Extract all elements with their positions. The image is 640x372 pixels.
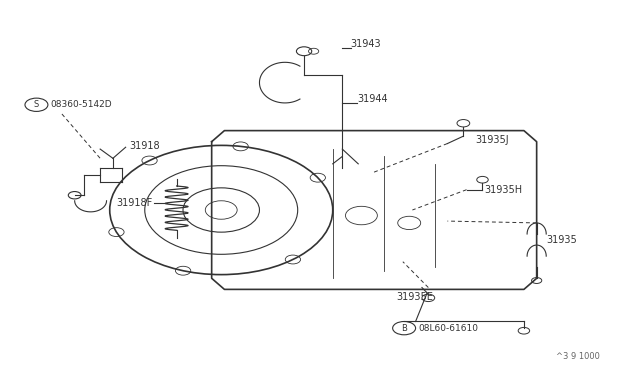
Text: 31944: 31944: [357, 94, 388, 104]
Text: 31943: 31943: [351, 39, 381, 49]
Circle shape: [25, 98, 48, 112]
Text: S: S: [34, 100, 39, 109]
Text: 31935: 31935: [546, 234, 577, 244]
Text: 31918F: 31918F: [116, 198, 152, 208]
Circle shape: [393, 321, 415, 335]
Text: 31935H: 31935H: [484, 185, 522, 195]
Text: 08360-5142D: 08360-5142D: [51, 100, 112, 109]
Text: 31918: 31918: [129, 141, 159, 151]
Text: 31935J: 31935J: [475, 135, 508, 145]
Text: 31935E: 31935E: [396, 292, 433, 302]
Text: 08L60-61610: 08L60-61610: [418, 324, 478, 333]
Text: ^3 9 1000: ^3 9 1000: [556, 352, 600, 361]
Text: B: B: [401, 324, 407, 333]
